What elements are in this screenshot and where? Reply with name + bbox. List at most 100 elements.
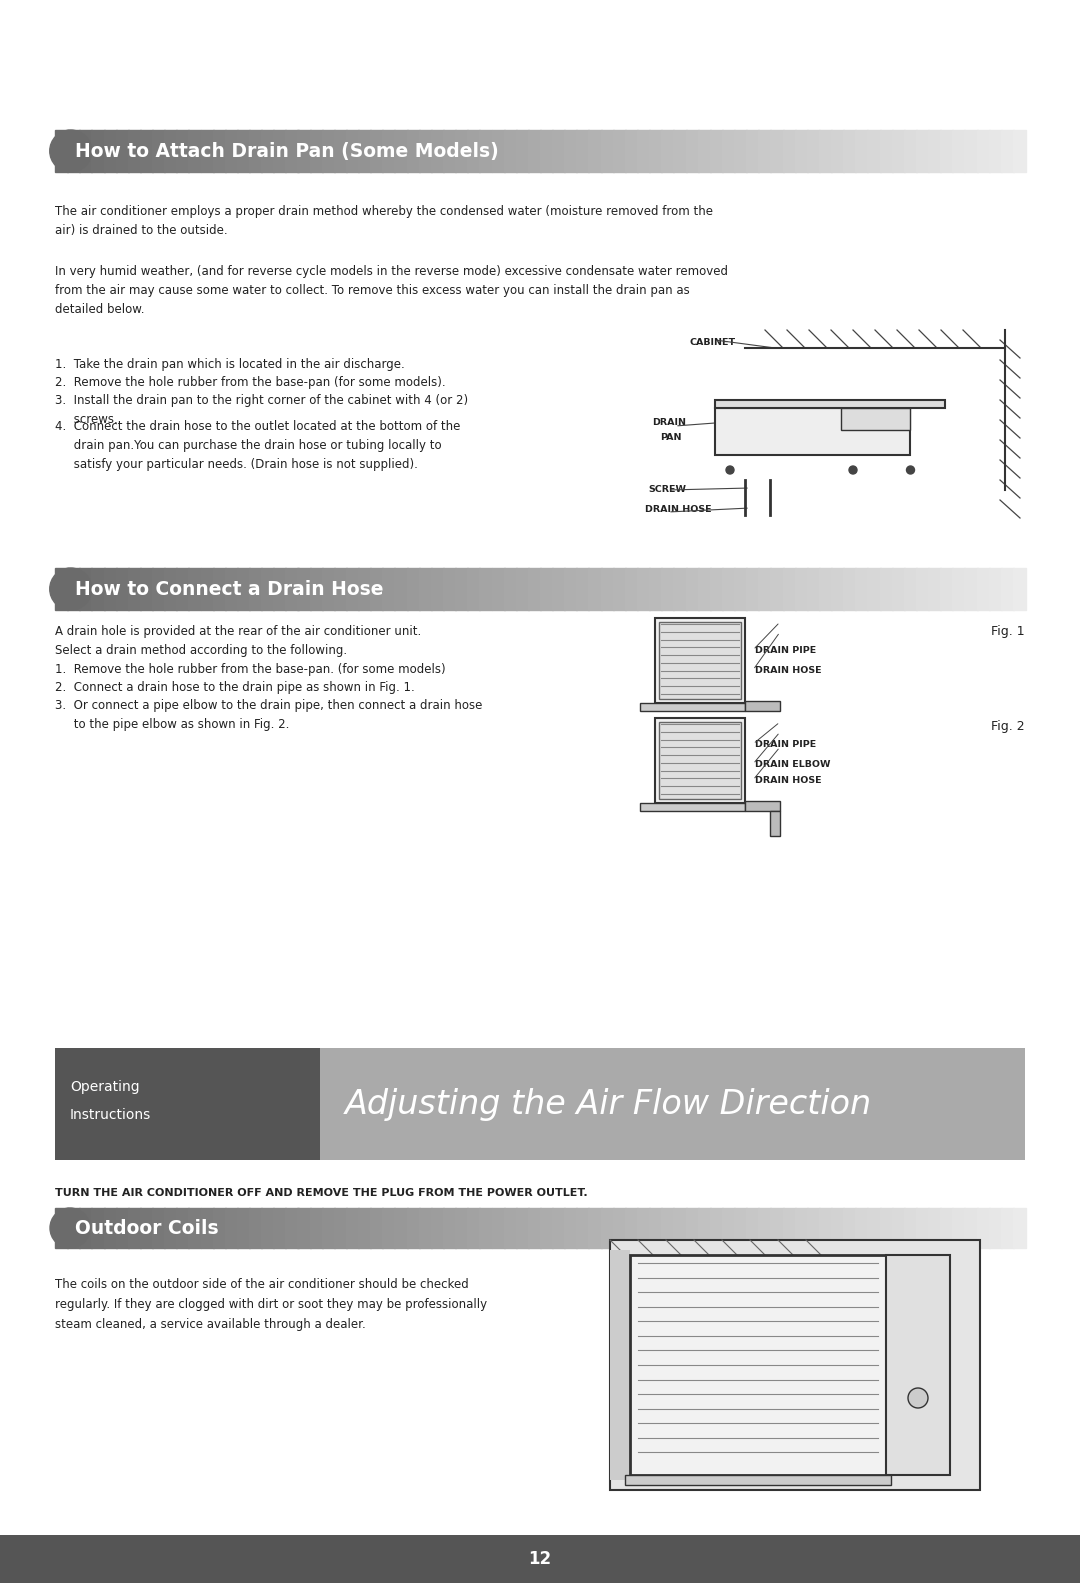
Bar bbox=[370, 130, 383, 173]
Bar bbox=[600, 568, 613, 609]
Bar bbox=[552, 568, 565, 609]
Bar bbox=[715, 400, 945, 408]
Bar bbox=[610, 1251, 630, 1480]
Bar bbox=[745, 801, 780, 810]
Bar bbox=[916, 568, 929, 609]
Bar bbox=[928, 1208, 941, 1247]
Bar bbox=[540, 1208, 553, 1247]
Bar bbox=[953, 1208, 966, 1247]
Bar bbox=[758, 1208, 771, 1247]
Bar bbox=[443, 1208, 456, 1247]
Bar bbox=[940, 130, 954, 173]
Bar bbox=[261, 130, 274, 173]
Bar bbox=[285, 568, 298, 609]
Bar bbox=[382, 568, 395, 609]
Bar bbox=[904, 130, 917, 173]
Bar bbox=[152, 1208, 165, 1247]
Bar bbox=[346, 568, 360, 609]
Bar bbox=[552, 1208, 565, 1247]
Bar bbox=[516, 568, 529, 609]
Bar bbox=[928, 568, 941, 609]
Bar bbox=[976, 568, 989, 609]
Text: SCREW: SCREW bbox=[648, 484, 686, 494]
Circle shape bbox=[849, 465, 858, 473]
Bar bbox=[610, 1239, 980, 1490]
Bar bbox=[176, 1208, 189, 1247]
Bar bbox=[116, 130, 129, 173]
Text: Outdoor Coils: Outdoor Coils bbox=[75, 1219, 218, 1238]
Bar bbox=[455, 568, 469, 609]
Bar bbox=[431, 568, 444, 609]
Bar bbox=[370, 1208, 383, 1247]
Bar bbox=[92, 1208, 105, 1247]
Bar bbox=[637, 1208, 650, 1247]
Bar bbox=[468, 1208, 481, 1247]
Bar bbox=[528, 1208, 541, 1247]
Bar bbox=[394, 130, 407, 173]
Bar bbox=[443, 130, 456, 173]
Bar bbox=[783, 1208, 796, 1247]
Bar bbox=[746, 568, 759, 609]
Bar bbox=[79, 568, 93, 609]
Text: Operating: Operating bbox=[70, 1080, 139, 1094]
Bar bbox=[152, 568, 165, 609]
Bar bbox=[564, 1208, 578, 1247]
Bar bbox=[600, 130, 613, 173]
Bar bbox=[612, 568, 626, 609]
Bar bbox=[843, 130, 856, 173]
Bar bbox=[213, 568, 226, 609]
Bar bbox=[540, 130, 553, 173]
Bar bbox=[589, 1208, 602, 1247]
Bar bbox=[127, 568, 140, 609]
Bar bbox=[237, 130, 249, 173]
Text: 4.  Connect the drain hose to the outlet located at the bottom of the
     drain: 4. Connect the drain hose to the outlet … bbox=[55, 419, 460, 472]
Bar bbox=[370, 568, 383, 609]
Bar bbox=[164, 568, 177, 609]
Bar bbox=[346, 1208, 360, 1247]
Bar bbox=[795, 568, 808, 609]
Bar bbox=[698, 130, 711, 173]
Text: How to Attach Drain Pan (Some Models): How to Attach Drain Pan (Some Models) bbox=[75, 141, 499, 160]
Bar bbox=[746, 1208, 759, 1247]
Bar bbox=[988, 130, 1002, 173]
Bar bbox=[770, 1208, 783, 1247]
Bar bbox=[577, 130, 590, 173]
Bar bbox=[297, 130, 311, 173]
Text: DRAIN: DRAIN bbox=[652, 418, 686, 427]
Bar bbox=[285, 1208, 298, 1247]
Bar bbox=[659, 722, 741, 799]
Bar bbox=[407, 130, 420, 173]
Bar bbox=[612, 130, 626, 173]
Bar bbox=[394, 1208, 407, 1247]
Bar bbox=[819, 130, 832, 173]
Bar bbox=[249, 568, 262, 609]
Bar bbox=[127, 1208, 140, 1247]
Bar bbox=[468, 568, 481, 609]
Bar bbox=[625, 1475, 891, 1485]
Bar bbox=[201, 1208, 214, 1247]
Bar bbox=[104, 568, 117, 609]
Bar bbox=[855, 1208, 868, 1247]
Bar bbox=[213, 1208, 226, 1247]
Bar bbox=[988, 1208, 1002, 1247]
Bar bbox=[916, 130, 929, 173]
Bar bbox=[455, 130, 469, 173]
Bar bbox=[698, 1208, 711, 1247]
Text: TURN THE AIR CONDITIONER OFF AND REMOVE THE PLUG FROM THE POWER OUTLET.: TURN THE AIR CONDITIONER OFF AND REMOVE … bbox=[55, 1187, 588, 1198]
Bar bbox=[394, 568, 407, 609]
Circle shape bbox=[50, 130, 92, 173]
Bar bbox=[0, 1536, 1080, 1583]
Text: 12: 12 bbox=[528, 1550, 552, 1569]
Bar bbox=[879, 1208, 893, 1247]
Bar bbox=[273, 130, 286, 173]
Text: How to Connect a Drain Hose: How to Connect a Drain Hose bbox=[75, 579, 383, 598]
Bar bbox=[249, 130, 262, 173]
Bar bbox=[480, 568, 492, 609]
Text: A drain hole is provided at the rear of the air conditioner unit.: A drain hole is provided at the rear of … bbox=[55, 625, 421, 638]
Bar bbox=[661, 130, 674, 173]
Bar bbox=[831, 1208, 845, 1247]
Text: DRAIN ELBOW: DRAIN ELBOW bbox=[755, 760, 831, 769]
Text: CABINET: CABINET bbox=[690, 339, 737, 347]
Bar bbox=[273, 568, 286, 609]
Bar bbox=[710, 130, 723, 173]
